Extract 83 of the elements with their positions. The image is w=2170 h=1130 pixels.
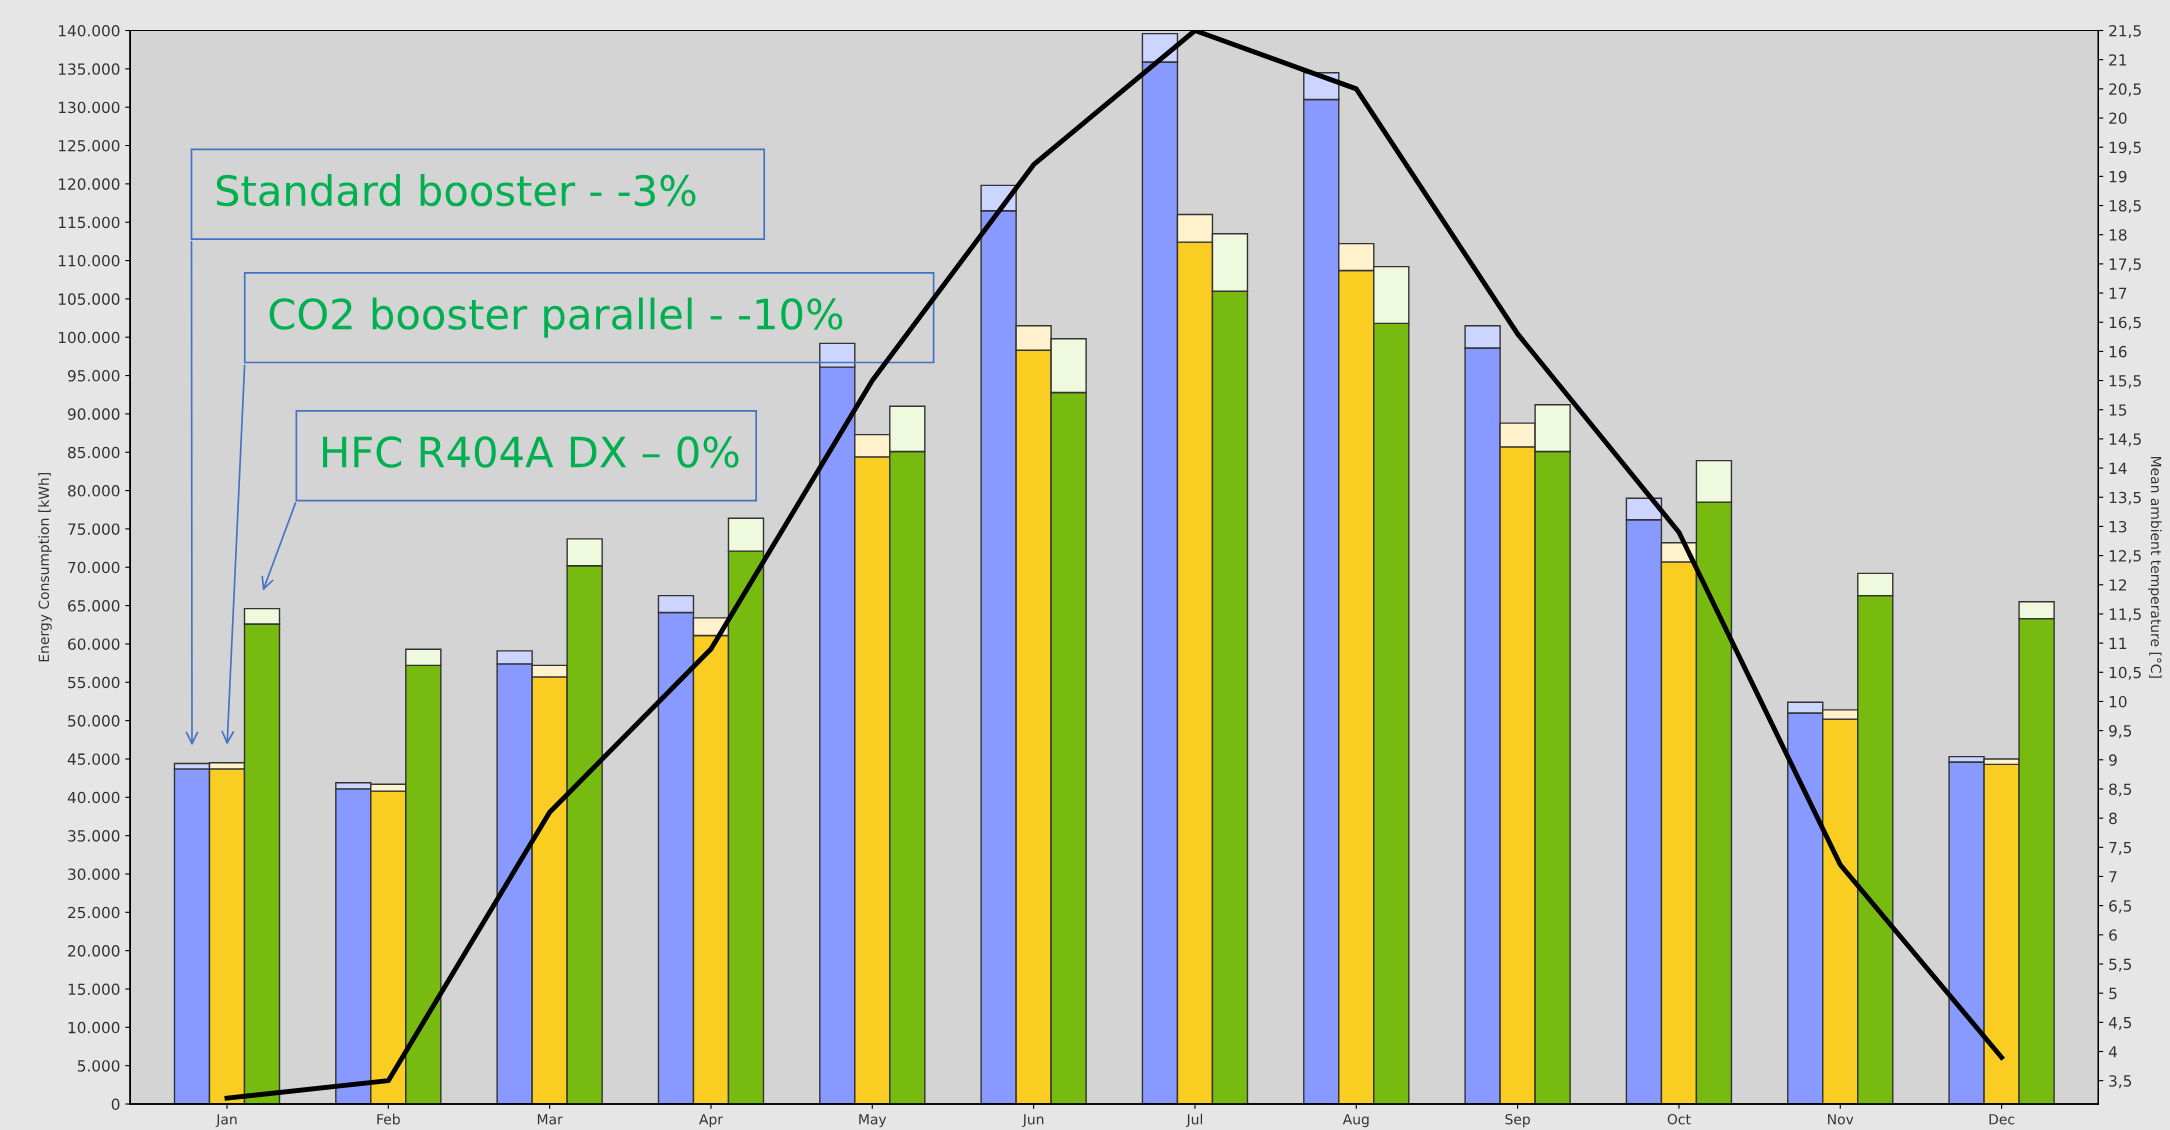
x-tick-label: Aug	[1342, 1114, 1369, 1128]
y2-tick-label: 20,5	[2109, 83, 2141, 97]
y2-tick-label: 9,5	[2109, 725, 2132, 739]
y2-tick-label: 18,5	[2109, 200, 2141, 214]
y2-tick-label: 13,5	[2109, 491, 2141, 505]
y2-tick-label: 7	[2109, 871, 2117, 883]
y-tick-label: 120.000	[58, 178, 120, 190]
x-tick-label: Feb	[377, 1113, 400, 1125]
y-tick-label: 30.000	[68, 868, 120, 880]
y2-tick-label: 18	[2109, 229, 2127, 241]
y-tick-label: 90.000	[67, 408, 120, 420]
y2-tick-label: 15	[2109, 404, 2127, 416]
y2-tick-label: 15,5	[2109, 375, 2141, 389]
y-tick-label: 135.000	[58, 63, 120, 75]
y2-tick-label: 5,5	[2109, 958, 2132, 972]
y-tick-label: 115.000	[58, 216, 120, 229]
x-tick-label: Dec	[1989, 1114, 2015, 1125]
y-tick-label: 70.000	[68, 561, 120, 574]
y-tick-label: 20.000	[68, 945, 120, 957]
x-tick-label: Nov	[1828, 1114, 1854, 1125]
y-tick-label: 140.000	[58, 24, 120, 37]
y-tick-label: 10.000	[68, 1021, 120, 1034]
y-tick-label: 125.000	[58, 139, 120, 152]
y2-tick-label: 6,5	[2109, 900, 2132, 914]
y-tick-label: 35.000	[68, 830, 120, 842]
y2-tick-label: 3,5	[2109, 1075, 2132, 1089]
y2-tick-label: 20	[2109, 112, 2127, 125]
y-tick-label: 55.000	[68, 676, 120, 689]
y-tick-label: 40.000	[67, 791, 120, 804]
y2-axis-title: Mean ambient temperature [°C]	[2148, 456, 2162, 678]
x-tick-label: Oct	[1667, 1113, 1691, 1125]
y2-tick-label: 11,5	[2109, 608, 2141, 622]
y2-tick-label: 12	[2109, 579, 2127, 591]
y-tick-label: 5.000	[77, 1060, 120, 1072]
y-tick-label: 60.000	[68, 638, 120, 650]
y2-tick-label: 17,5	[2109, 258, 2141, 272]
y-tick-label: 25.000	[68, 906, 120, 919]
y2-tick-label: 14,5	[2109, 433, 2141, 447]
x-tick-label: Apr	[699, 1114, 723, 1128]
y-tick-label: 65.000	[68, 600, 120, 612]
annotation: Standard booster - -3%	[216, 174, 696, 207]
x-tick-label: Jun	[1022, 1114, 1044, 1128]
y-tick-label: 45.000	[67, 753, 120, 765]
x-tick-label: Jul	[1185, 1113, 1203, 1128]
y2-tick-label: 8,5	[2109, 783, 2132, 797]
y-tick-label: 95.000	[67, 370, 120, 382]
y2-tick-label: 10	[2109, 695, 2127, 708]
y-tick-label: 80.000	[68, 485, 120, 497]
y-tick-label: 105.000	[58, 293, 120, 305]
y2-tick-label: 16,5	[2109, 316, 2141, 330]
x-tick-label: Jan	[215, 1114, 237, 1128]
y2-tick-label: 13	[2109, 520, 2127, 533]
x-tick-label: Sep	[1505, 1113, 1530, 1128]
y2-tick-label: 17	[2109, 287, 2127, 299]
y-tick-label: 15.000	[68, 983, 120, 996]
y2-tick-label: 19,5	[2109, 141, 2141, 155]
y2-tick-label: 10,5	[2109, 666, 2141, 680]
y2-tick-label: 11	[2109, 637, 2127, 649]
y2-tick-label: 6	[2109, 929, 2117, 941]
y-tick-label: 50.000	[68, 715, 120, 727]
annotation: HFC R404A DX – 0%	[323, 436, 739, 468]
y-tick-label: 85.000	[68, 446, 120, 459]
y2-tick-label: 16	[2109, 345, 2127, 358]
y2-tick-label: 8	[2109, 812, 2117, 825]
y2-tick-label: 21	[2109, 54, 2127, 66]
y2-tick-label: 19	[2109, 170, 2127, 183]
annotation: CO2 booster parallel - -10%	[269, 297, 843, 338]
y-tick-label: 130.000	[58, 101, 120, 114]
y2-tick-label: 4,5	[2108, 1017, 2132, 1030]
y2-tick-label: 7,5	[2109, 841, 2132, 855]
y2-tick-label: 9	[2109, 754, 2117, 766]
y-tick-label: 0	[111, 1098, 120, 1111]
x-tick-label: May	[859, 1114, 887, 1128]
y2-tick-label: 5	[2109, 987, 2117, 1000]
y-tick-label: 75.000	[68, 523, 120, 535]
y-tick-label: 110.000	[58, 255, 120, 267]
y-tick-label: 100.000	[58, 331, 120, 344]
y2-tick-label: 21,5	[2109, 24, 2141, 39]
x-tick-label: Mar	[537, 1114, 563, 1125]
y-axis-title: Energy Consumption [kWh]	[38, 473, 52, 662]
y2-tick-label: 4	[2108, 1046, 2117, 1058]
y2-tick-label: 12,5	[2109, 550, 2141, 564]
y2-tick-label: 14	[2109, 462, 2127, 474]
